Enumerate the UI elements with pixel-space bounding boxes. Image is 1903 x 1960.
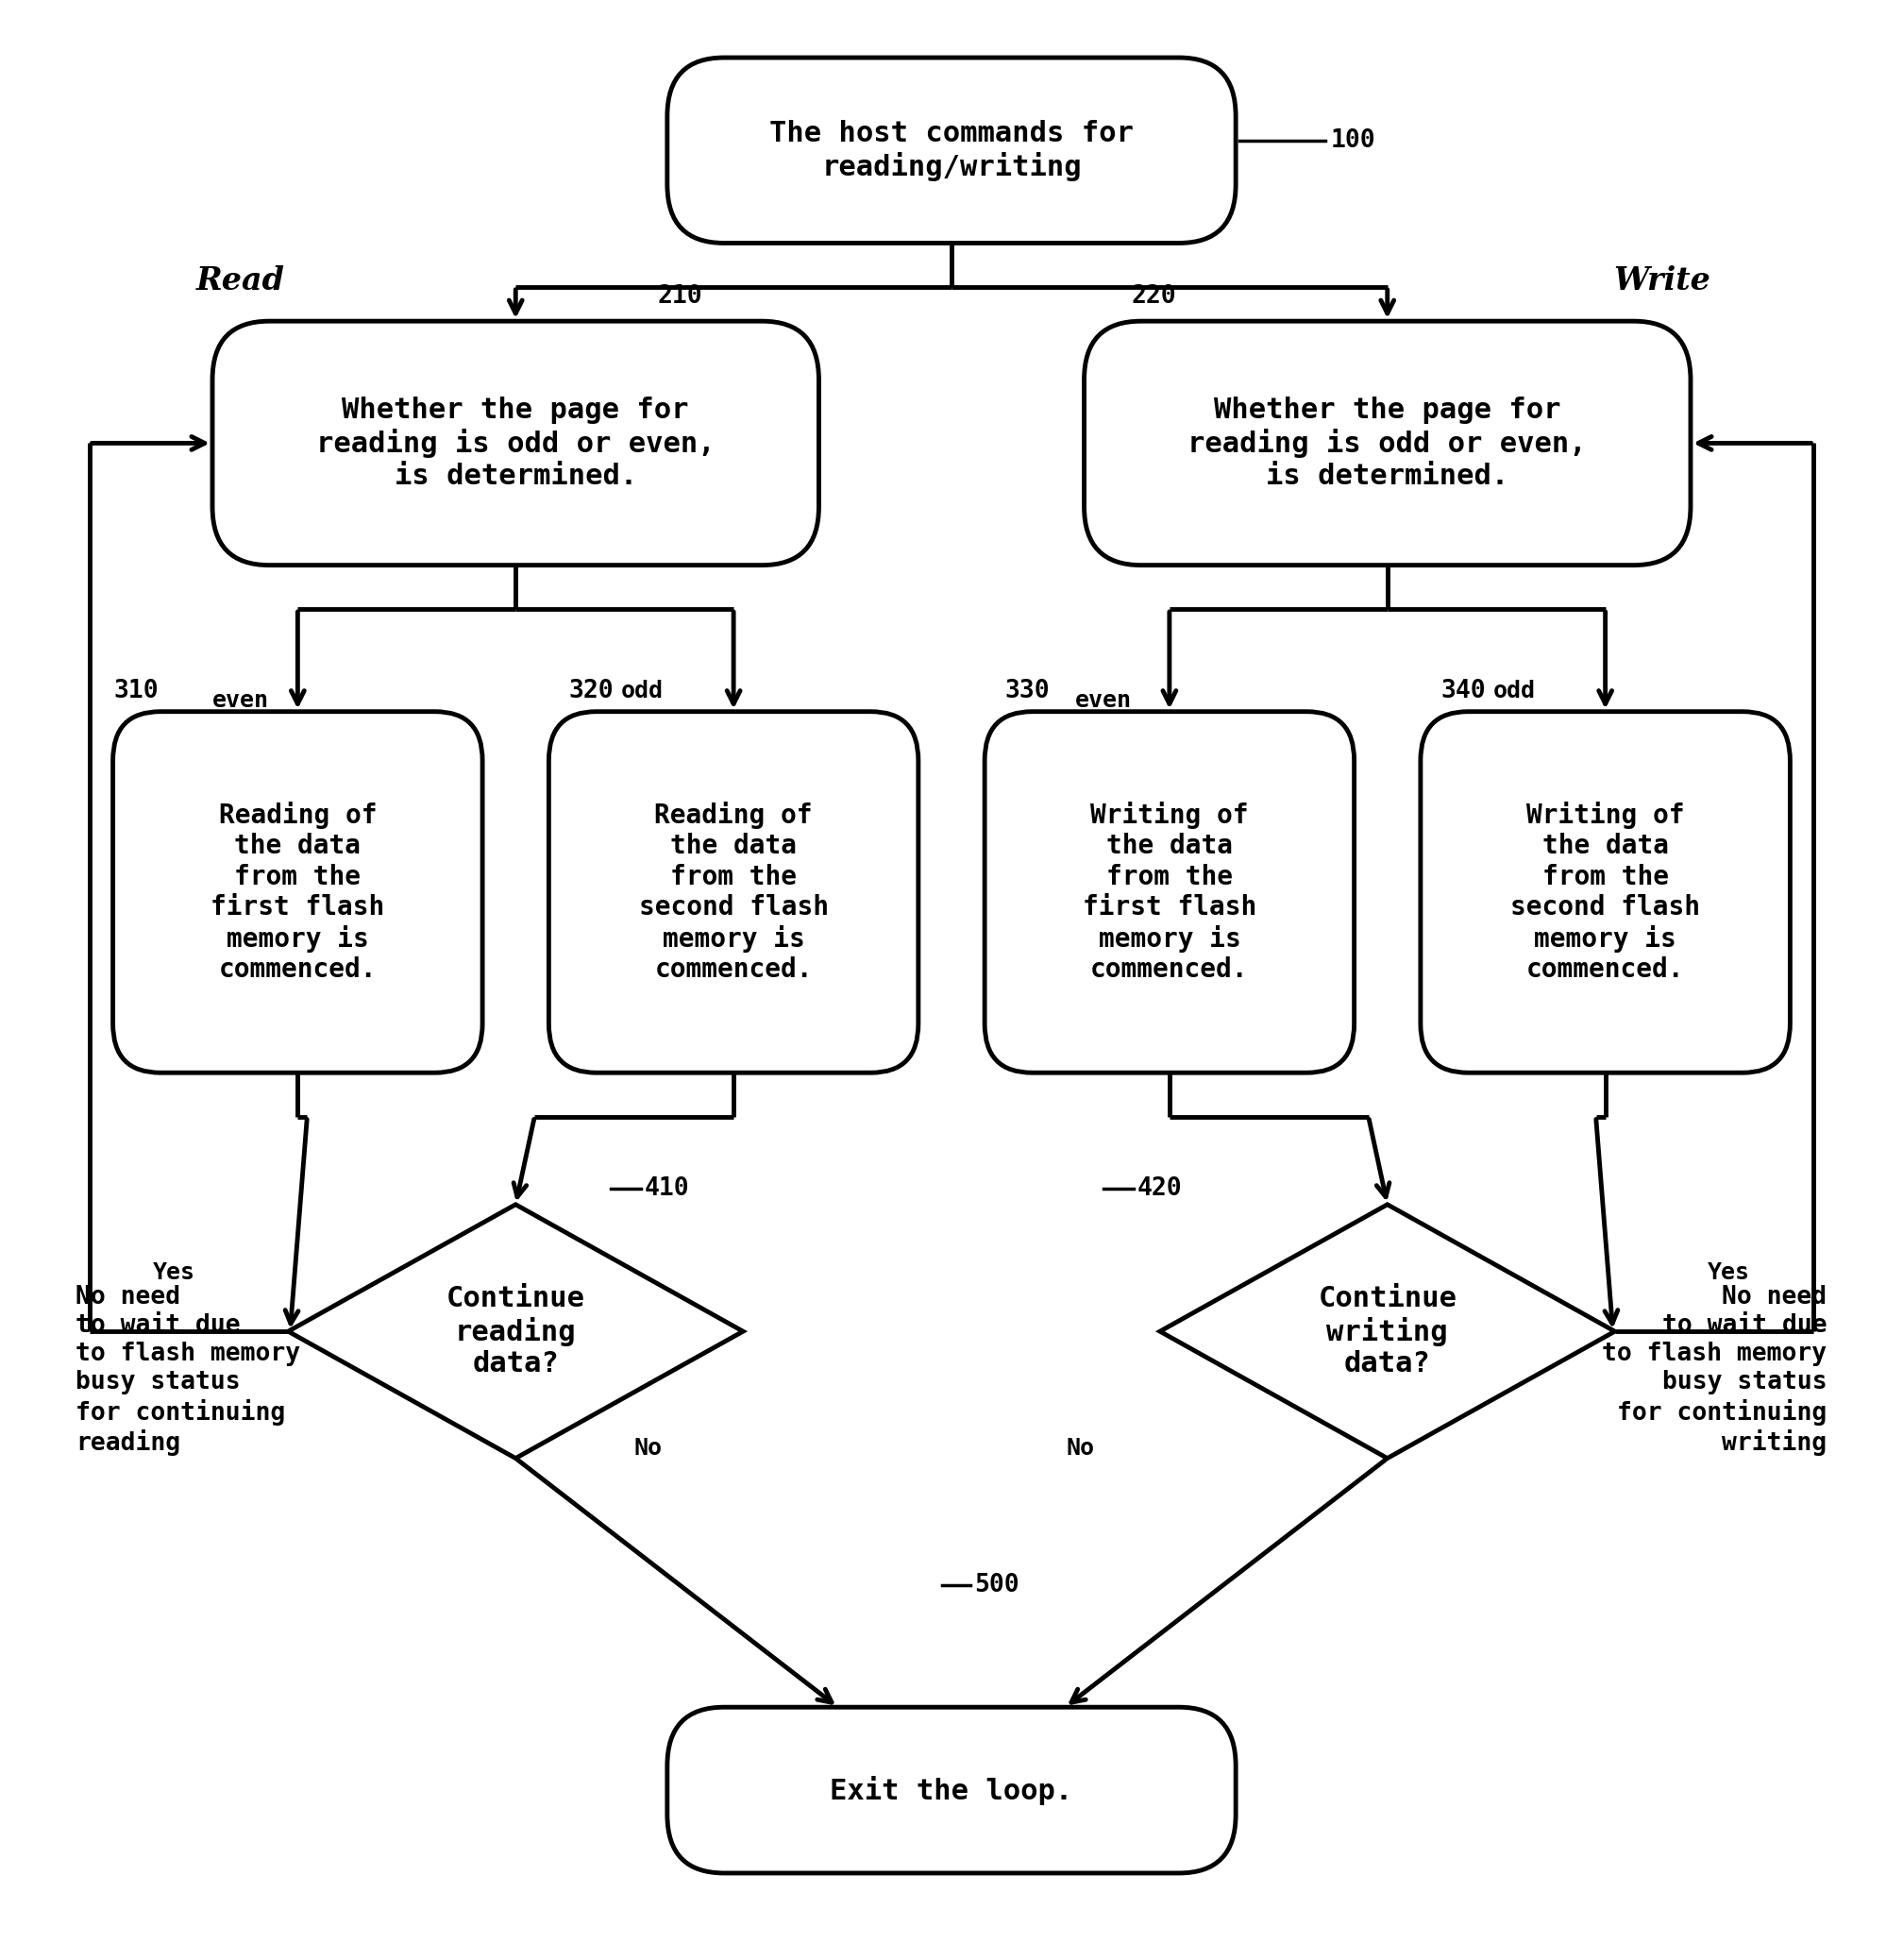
Text: odd: odd [1492, 680, 1536, 702]
Text: 220: 220 [1132, 284, 1176, 310]
FancyBboxPatch shape [984, 711, 1355, 1072]
Text: Read: Read [196, 265, 285, 296]
Text: Whether the page for
reading is odd or even,
is determined.: Whether the page for reading is odd or e… [1187, 396, 1587, 490]
Text: 100: 100 [1330, 127, 1376, 153]
Text: 310: 310 [114, 678, 158, 704]
Text: Reading of
the data
from the
first flash
memory is
commenced.: Reading of the data from the first flash… [211, 802, 384, 982]
Text: Writing of
the data
from the
second flash
memory is
commenced.: Writing of the data from the second flas… [1511, 802, 1699, 982]
Text: Continue
writing
data?: Continue writing data? [1319, 1286, 1458, 1378]
Text: even: even [1075, 690, 1130, 711]
FancyBboxPatch shape [668, 57, 1235, 243]
FancyBboxPatch shape [1420, 711, 1791, 1072]
Text: 500: 500 [974, 1572, 1020, 1597]
Text: Yes: Yes [1707, 1262, 1749, 1284]
Text: Write: Write [1614, 265, 1711, 296]
Text: 340: 340 [1441, 678, 1486, 704]
Text: Whether the page for
reading is odd or even,
is determined.: Whether the page for reading is odd or e… [316, 396, 716, 490]
Text: 410: 410 [645, 1176, 689, 1201]
Text: even: even [213, 690, 268, 711]
Text: No: No [634, 1437, 662, 1460]
Text: 320: 320 [569, 678, 613, 704]
Text: Exit the loop.: Exit the loop. [830, 1776, 1073, 1805]
Text: Yes: Yes [154, 1262, 196, 1284]
Text: The host commands for
reading/writing: The host commands for reading/writing [769, 120, 1134, 180]
Text: odd: odd [620, 680, 664, 702]
Text: No need
to wait due
to flash memory
busy status
for continuing
reading: No need to wait due to flash memory busy… [76, 1286, 301, 1456]
Text: 420: 420 [1138, 1176, 1182, 1201]
FancyBboxPatch shape [548, 711, 919, 1072]
Text: 210: 210 [658, 284, 702, 310]
Polygon shape [287, 1205, 742, 1458]
Text: Reading of
the data
from the
second flash
memory is
commenced.: Reading of the data from the second flas… [639, 802, 828, 982]
Polygon shape [1161, 1205, 1616, 1458]
Text: No: No [1066, 1437, 1094, 1460]
FancyBboxPatch shape [1085, 321, 1690, 564]
FancyBboxPatch shape [668, 1707, 1235, 1874]
FancyBboxPatch shape [213, 321, 818, 564]
FancyBboxPatch shape [112, 711, 483, 1072]
Text: No need
to wait due
to flash memory
busy status
for continuing
writing: No need to wait due to flash memory busy… [1602, 1286, 1827, 1456]
Text: Writing of
the data
from the
first flash
memory is
commenced.: Writing of the data from the first flash… [1083, 802, 1256, 982]
Text: Continue
reading
data?: Continue reading data? [445, 1286, 584, 1378]
Text: 330: 330 [1005, 678, 1050, 704]
